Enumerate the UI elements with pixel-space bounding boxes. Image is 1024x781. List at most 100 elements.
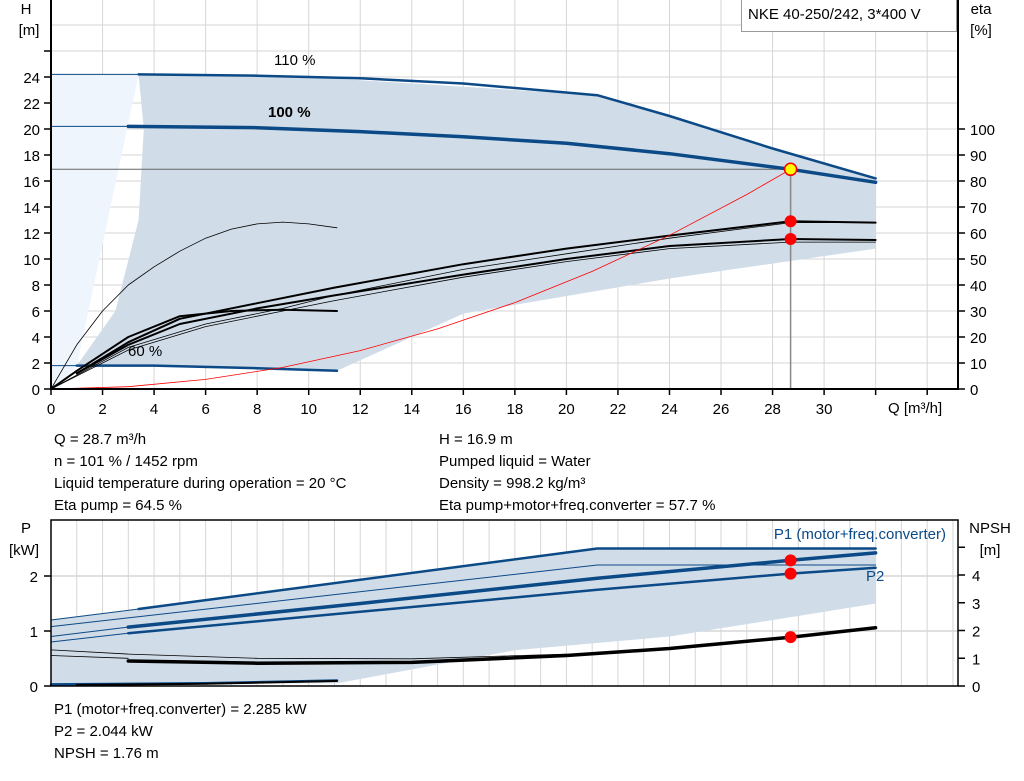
- p-tick-label: 2: [30, 569, 38, 586]
- curve-npsh-9: [50, 649, 567, 660]
- info-speed: n = 101 % / 1452 rpm: [54, 453, 198, 470]
- operating-range-area: [76, 74, 876, 371]
- curve-p-11: [75, 680, 338, 686]
- eta-tick-label: 100: [970, 122, 995, 139]
- p1-marker: [784, 554, 797, 567]
- curve-eta-10: [50, 241, 876, 390]
- info-p1: P1 (motor+freq.converter) = 2.285 kW: [54, 701, 307, 718]
- info-left: Q = 28.7 m³/h n = 101 % / 1452 rpm Liqui…: [54, 429, 346, 517]
- h-tick-label: 14: [23, 200, 40, 217]
- npsh-tick-label: 2: [972, 624, 980, 641]
- h-tick-label: 12: [23, 226, 40, 243]
- annotation-60: 60 %: [128, 343, 162, 360]
- info-bottom: P1 (motor+freq.converter) = 2.285 kW P2 …: [54, 699, 307, 765]
- curve-p-2: [50, 564, 877, 628]
- q-tick-label: 14: [403, 401, 420, 418]
- p-tick-label: 1: [30, 624, 38, 641]
- eta-tick-label: 80: [970, 174, 987, 191]
- curve-eta-7: [75, 238, 877, 375]
- h-axis-label: H: [21, 1, 32, 18]
- annotation-110: 110 %: [274, 52, 315, 69]
- info-head: H = 16.9 m: [439, 431, 513, 448]
- info-temperature: Liquid temperature during operation = 20…: [54, 475, 347, 492]
- low-flow-region: [51, 74, 139, 390]
- curve-eta-8: [75, 220, 877, 375]
- eta-tick-label: 0: [970, 382, 978, 399]
- npsh-tick-label: 3: [972, 596, 980, 613]
- npsh-tick-label: 1: [972, 651, 980, 668]
- curve-p-5: [50, 632, 129, 643]
- curve-h-3: [126, 124, 878, 185]
- q-tick-label: 8: [253, 401, 261, 418]
- q-tick-label: 18: [507, 401, 524, 418]
- info-right: H = 16.9 m Pumped liquid = Water Density…: [439, 429, 715, 517]
- q-axis-label: Q [m³/h]: [888, 400, 942, 417]
- eta-pump-marker: [784, 215, 797, 228]
- eta-tick-label: 40: [970, 278, 987, 295]
- q-tick-label: 10: [300, 401, 317, 418]
- npsh-tick-label: 4: [972, 568, 980, 585]
- h-tick-label: 22: [23, 96, 40, 113]
- info-flow: Q = 28.7 m³/h: [54, 431, 147, 448]
- h-tick-label: 16: [23, 174, 40, 191]
- bottom-series: [49, 547, 878, 686]
- curve-h-12: [50, 168, 791, 390]
- eta-total-marker: [784, 232, 797, 245]
- eta-tick-label: 50: [970, 252, 987, 269]
- info-density: Density = 998.2 kg/m³: [439, 475, 586, 492]
- q-tick-label: 0: [47, 401, 55, 418]
- h-tick-label: 20: [23, 122, 40, 139]
- curve-p-6: [127, 566, 877, 635]
- curve-h-1: [137, 73, 877, 180]
- curve-npsh-7: [50, 655, 129, 659]
- npsh-axis-unit: [m]: [980, 542, 1001, 559]
- p-axis-unit: [kW]: [9, 542, 39, 559]
- eta-tick-label: 30: [970, 304, 987, 321]
- curve-h-5: [75, 364, 339, 373]
- p2-curve-label: P2: [866, 568, 884, 585]
- h-tick-label: 10: [23, 252, 40, 269]
- info-eta-pump: Eta pump = 64.5 %: [54, 497, 182, 514]
- p1-curve-label: P1 (motor+freq.converter): [774, 526, 946, 543]
- info-npsh: NPSH = 1.76 m: [54, 745, 159, 762]
- eta-axis-unit: [%]: [970, 22, 992, 39]
- h-tick-label: 8: [32, 278, 40, 295]
- curve-eta-6: [50, 221, 338, 390]
- info-p2: P2 = 2.044 kW: [54, 723, 153, 740]
- npsh-tick-label: 0: [972, 679, 980, 696]
- h-tick-label: 6: [32, 304, 40, 321]
- q-tick-label: 6: [201, 401, 209, 418]
- p2-marker: [784, 567, 797, 580]
- curve-p-3: [50, 626, 129, 637]
- info-eta-total: Eta pump+motor+freq.converter = 57.7 %: [439, 497, 716, 514]
- h-tick-label: 0: [32, 382, 40, 399]
- curve-p-0: [50, 608, 140, 621]
- eta-tick-label: 20: [970, 330, 987, 347]
- eta-tick-label: 60: [970, 226, 987, 243]
- top-series: [50, 73, 878, 390]
- info-liquid: Pumped liquid = Water: [439, 453, 591, 470]
- q-tick-label: 24: [661, 401, 678, 418]
- top-axes: 0 2 4 6 8 10 12 14 16 18 20 22 24 26 28 300246810121416…: [23, 0, 995, 418]
- h-tick-label: 4: [32, 330, 40, 347]
- q-tick-label: 28: [764, 401, 781, 418]
- eta-tick-label: 70: [970, 200, 987, 217]
- h-tick-label: 18: [23, 148, 40, 165]
- q-tick-label: 20: [558, 401, 575, 418]
- curve-p-4: [126, 551, 878, 629]
- p-axis-label: P: [21, 520, 31, 537]
- p-tick-label: 0: [30, 679, 38, 696]
- eta-tick-label: 90: [970, 148, 987, 165]
- q-tick-label: 26: [713, 401, 730, 418]
- q-tick-label: 16: [455, 401, 472, 418]
- h-tick-label: 2: [32, 356, 40, 373]
- q-tick-label: 30: [816, 401, 833, 418]
- h-axis-unit: [m]: [19, 22, 40, 39]
- q-tick-label: 12: [352, 401, 369, 418]
- h-tick-label: 24: [23, 70, 40, 87]
- q-tick-label: 22: [610, 401, 627, 418]
- operating-point-marker: [783, 162, 798, 177]
- q-tick-label: 2: [98, 401, 106, 418]
- npsh-marker: [784, 631, 797, 644]
- curve-eta-11: [50, 222, 876, 390]
